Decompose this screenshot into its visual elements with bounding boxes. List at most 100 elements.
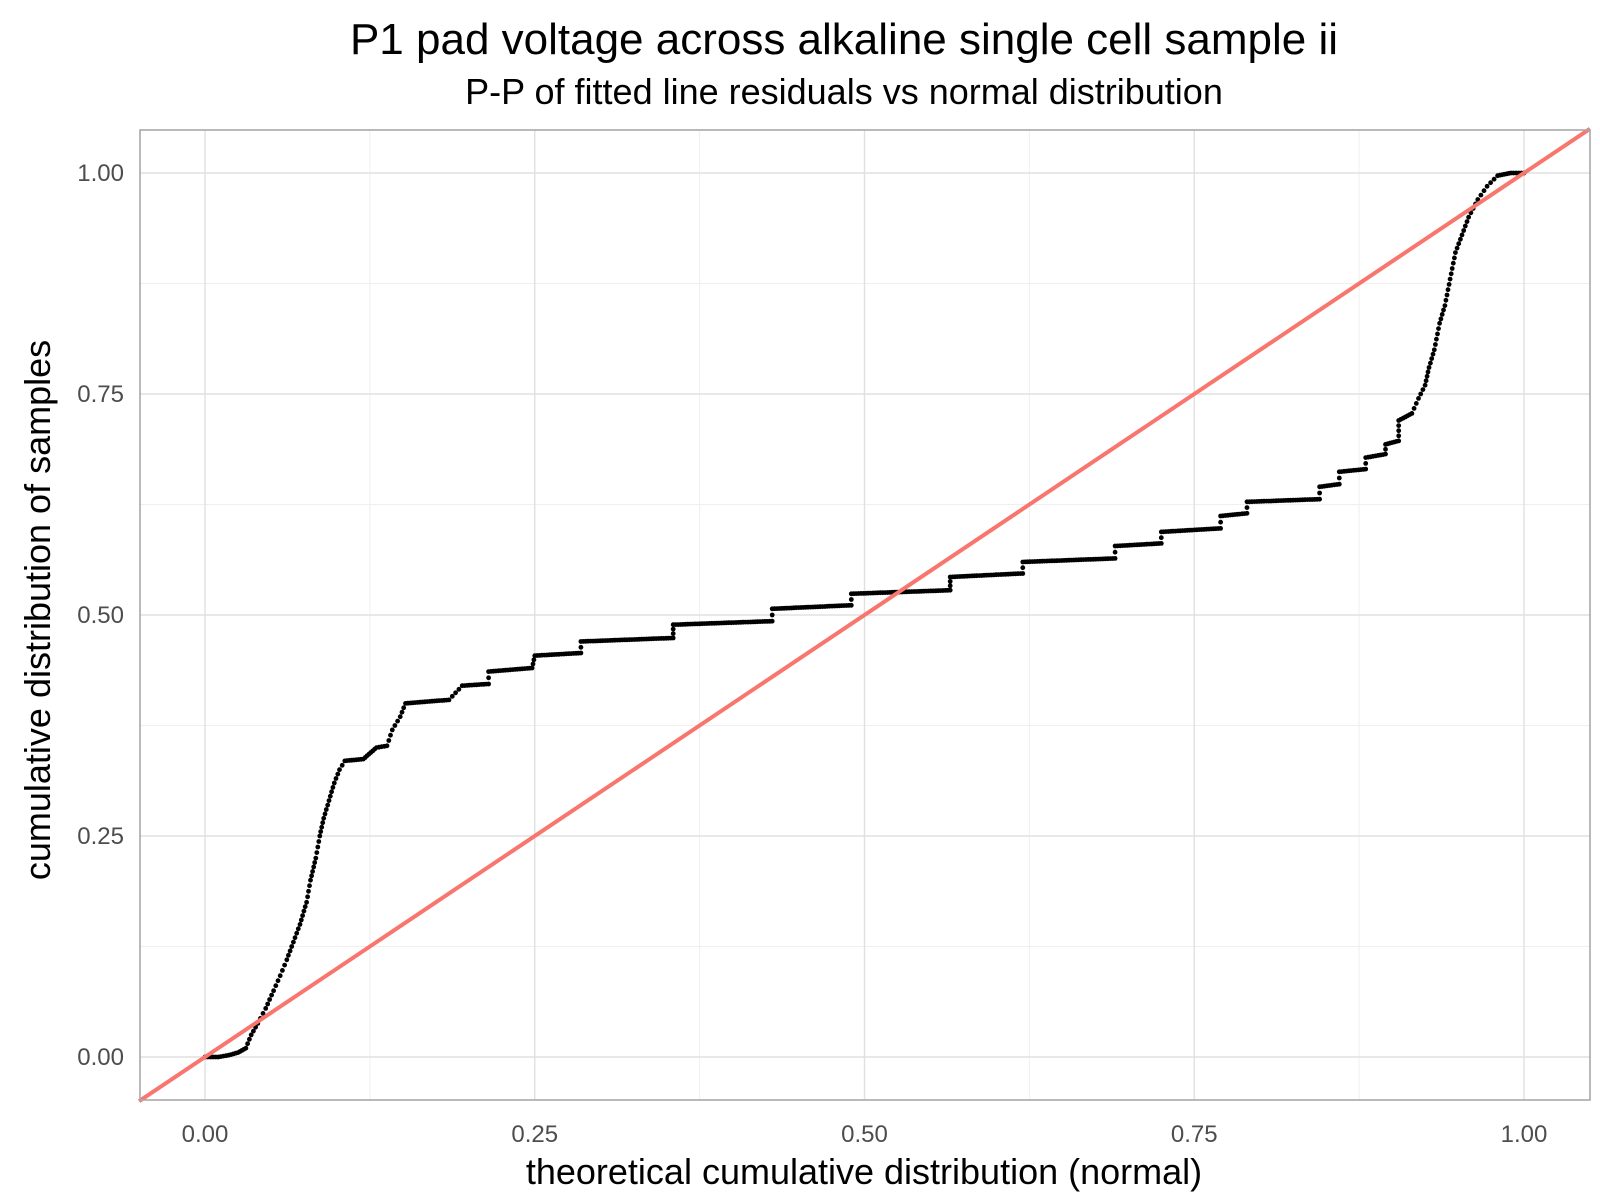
sample-point bbox=[1441, 307, 1446, 313]
sample-point bbox=[306, 888, 311, 894]
sample-point bbox=[326, 798, 332, 803]
sample-point bbox=[486, 675, 491, 681]
y-tick-label: 0.25 bbox=[77, 823, 124, 850]
y-tick-label: 0.75 bbox=[77, 381, 124, 408]
sample-point bbox=[1317, 490, 1322, 496]
sample-point bbox=[304, 899, 309, 905]
sample-point bbox=[1442, 303, 1448, 308]
reference-line-group bbox=[137, 127, 1592, 1103]
sample-point bbox=[280, 968, 285, 973]
sample-point bbox=[1020, 571, 1026, 576]
tick-labels: 0.00 0.25 0.50 0.75 1.00 0.00 0.25 0.50 0.75 1.00 bbox=[77, 160, 1547, 1148]
sample-point bbox=[1446, 282, 1452, 287]
sample-point bbox=[1418, 391, 1424, 397]
sample-point bbox=[1438, 316, 1444, 322]
y-tick-label: 0.50 bbox=[77, 602, 124, 629]
sample-point bbox=[1435, 331, 1440, 337]
sample-point bbox=[1244, 510, 1250, 516]
sample-point bbox=[310, 869, 315, 874]
sample-point bbox=[311, 864, 317, 870]
sample-point bbox=[1413, 401, 1419, 406]
sample-point bbox=[247, 1036, 252, 1042]
sample-point bbox=[1445, 287, 1451, 293]
sample-point bbox=[1428, 360, 1433, 366]
sample-point bbox=[453, 690, 458, 696]
sample-point bbox=[848, 597, 854, 602]
x-tick-label: 0.00 bbox=[182, 1121, 229, 1148]
sample-point bbox=[267, 997, 272, 1002]
y-tick-label: 1.00 bbox=[77, 160, 124, 187]
sample-point bbox=[275, 978, 281, 984]
sample-point bbox=[327, 793, 333, 799]
sample-point bbox=[277, 973, 283, 979]
x-tick-label: 0.50 bbox=[841, 1121, 888, 1148]
sample-point bbox=[389, 727, 395, 733]
sample-point bbox=[1409, 411, 1415, 416]
sample-point bbox=[397, 714, 403, 720]
sample-point bbox=[1218, 526, 1223, 531]
sample-point bbox=[947, 579, 953, 584]
sample-point bbox=[1458, 236, 1463, 242]
sample-point bbox=[301, 908, 307, 914]
sample-point bbox=[449, 693, 455, 699]
sample-point bbox=[282, 962, 287, 968]
sample-point bbox=[386, 738, 392, 743]
sample-point bbox=[292, 935, 298, 941]
sample-point bbox=[401, 705, 407, 711]
sample-point bbox=[947, 587, 953, 593]
sample-point bbox=[1431, 347, 1437, 353]
sample-point bbox=[284, 957, 290, 963]
sample-point bbox=[1430, 351, 1436, 357]
sample-point bbox=[317, 833, 323, 839]
sample-point bbox=[1488, 180, 1493, 186]
sample-point bbox=[305, 894, 310, 900]
sample-point bbox=[273, 983, 279, 989]
sample-point bbox=[294, 930, 300, 936]
sample-point bbox=[1448, 271, 1454, 277]
sample-point bbox=[251, 1028, 256, 1034]
sample-point bbox=[769, 612, 775, 618]
sample-point bbox=[1461, 228, 1467, 233]
sample-point bbox=[308, 877, 313, 883]
sample-point bbox=[1459, 232, 1465, 238]
sample-point bbox=[1449, 266, 1455, 271]
sample-point bbox=[286, 952, 291, 958]
sample-point bbox=[670, 635, 676, 641]
sample-point bbox=[1436, 326, 1441, 331]
sample-point bbox=[392, 723, 398, 728]
chart-subtitle: P-P of fitted line residuals vs normal d… bbox=[465, 71, 1223, 112]
sample-point bbox=[1434, 336, 1439, 342]
sample-point bbox=[1453, 250, 1458, 256]
sample-point bbox=[670, 631, 676, 636]
sample-point bbox=[769, 618, 775, 624]
sample-point bbox=[446, 697, 452, 703]
sample-point bbox=[399, 709, 405, 715]
sample-point bbox=[1396, 423, 1402, 428]
sample-point bbox=[1437, 320, 1442, 326]
sample-point bbox=[1396, 428, 1402, 434]
sample-point bbox=[1383, 446, 1388, 452]
sample-point bbox=[302, 904, 308, 910]
sample-point bbox=[1423, 378, 1429, 384]
sample-point bbox=[320, 820, 326, 826]
sample-point bbox=[531, 657, 537, 663]
sample-point bbox=[1416, 396, 1421, 401]
sample-point bbox=[1336, 481, 1342, 487]
chart-title: P1 pad voltage across alkaline single ce… bbox=[350, 15, 1338, 64]
sample-point bbox=[456, 686, 462, 692]
sample-point bbox=[1444, 292, 1450, 298]
sample-point bbox=[1443, 297, 1449, 303]
sample-point bbox=[1422, 382, 1428, 388]
sample-point bbox=[1336, 475, 1342, 481]
sample-point bbox=[329, 789, 334, 795]
sample-point bbox=[1420, 387, 1426, 392]
sample-point bbox=[1020, 565, 1026, 571]
sample-point bbox=[578, 650, 584, 656]
sample-point bbox=[1475, 197, 1481, 202]
sample-point bbox=[297, 922, 303, 927]
sample-point bbox=[300, 913, 305, 918]
sample-point bbox=[309, 873, 314, 879]
sample-point bbox=[313, 855, 319, 861]
sample-point bbox=[530, 661, 536, 667]
sample-point bbox=[260, 1011, 266, 1016]
